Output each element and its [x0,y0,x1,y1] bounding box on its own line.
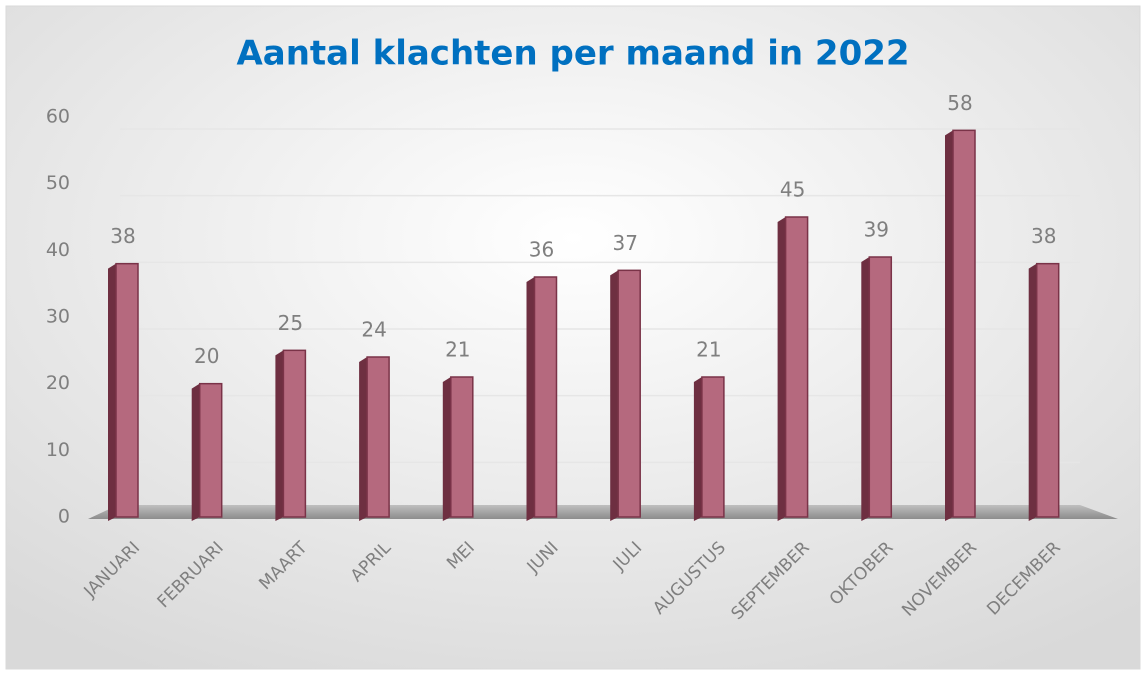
bar [784,216,809,518]
bar [282,349,307,518]
bar [450,376,474,518]
data-label: 24 [361,318,386,342]
bar [952,129,976,518]
bar [533,276,558,518]
data-label: 20 [194,344,219,368]
bar-side [275,350,284,521]
data-label: 21 [445,338,470,362]
bar-side [945,130,953,522]
data-label: 58 [947,91,972,115]
bar [366,356,390,518]
data-label: 25 [278,311,303,335]
data-label: 38 [110,224,135,248]
data-label: 37 [612,231,637,255]
bar [198,382,223,518]
bar-side [191,383,200,521]
bar [701,376,725,518]
y-tick-label: 20 [46,372,70,394]
floor [88,505,1118,519]
y-tick-label: 40 [46,239,70,261]
y-tick-label: 60 [46,106,70,128]
data-label: 21 [696,338,721,362]
bar-side [108,263,116,521]
data-label: 38 [1031,224,1056,248]
bar-side [610,270,619,521]
y-tick-label: 10 [46,439,70,461]
bar [115,262,139,518]
bar [617,269,641,518]
bar-side [693,377,702,521]
bar-side [526,277,535,521]
y-tick-label: 50 [46,172,70,194]
y-tick-label: 0 [58,506,70,528]
data-label: 39 [864,218,889,242]
bar-side [777,217,786,521]
bar [868,256,893,518]
data-label: 45 [780,178,805,202]
chart-title: Aantal klachten per maand in 2022 [236,34,909,74]
bar-side [442,377,451,521]
bar [1035,262,1060,518]
y-tick-label: 30 [46,306,70,328]
bar-side [1028,263,1037,521]
data-label: 36 [529,238,554,262]
bar-side [359,357,368,521]
bar-side [861,257,870,521]
